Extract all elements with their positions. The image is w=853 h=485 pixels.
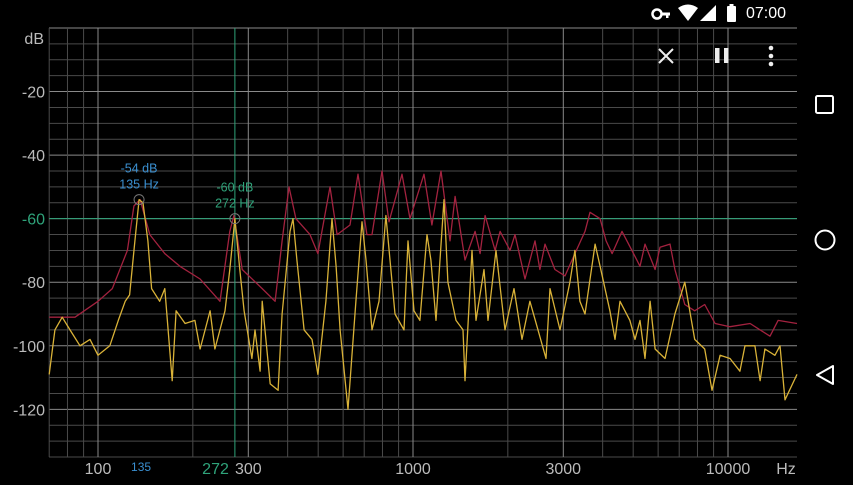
y-tick-label: -120 [13, 402, 45, 419]
navigation-bar [800, 28, 853, 480]
marker-layer: -54 dB 135 Hz 135 -60 dB 272 Hz 272 [119, 162, 254, 478]
series-line-peak-hold [49, 170, 798, 337]
y-axis-unit: dB [24, 31, 44, 48]
y-tick-label: -20 [22, 85, 45, 102]
pause-icon [715, 48, 729, 63]
cursor-freq-label: 272 Hz [215, 197, 255, 211]
clock: 07:00 [746, 5, 787, 22]
x-tick-label: 3000 [545, 461, 581, 478]
cursor-db-label: -60 dB [216, 181, 253, 195]
cursor-axis-label: 272 [202, 461, 229, 478]
y-tick-label: -40 [22, 148, 45, 165]
cellular-signal-icon [700, 5, 716, 21]
axis-labels: dB -20 -40 -60 -80 -100 -120 100 300 1000 3000 1000… [13, 31, 796, 478]
grid [48, 27, 797, 458]
peak-marker-freq: 135 Hz [119, 178, 159, 192]
x-tick-label: 1000 [395, 461, 431, 478]
status-bar: 07:00 [0, 0, 853, 28]
y-tick-label: -80 [22, 275, 45, 292]
cursor-marker-circle [229, 213, 241, 225]
recents-square-icon[interactable] [815, 95, 834, 114]
home-circle-icon[interactable] [814, 229, 836, 251]
more-options-button[interactable] [757, 42, 785, 70]
close-icon [658, 48, 674, 64]
peak-marker-axis-label: 135 [131, 460, 151, 474]
battery-icon [727, 4, 736, 22]
wifi-icon [678, 4, 698, 21]
peak-marker-circle [133, 194, 145, 206]
x-tick-label: 10000 [706, 461, 751, 478]
series-line-live [48, 198, 798, 410]
spectrum-chart[interactable]: -54 dB 135 Hz 135 -60 dB 272 Hz 272 dB -20 -40 -… [0, 0, 800, 480]
y-tick-label: -60 [22, 212, 45, 229]
more-vert-icon [768, 45, 774, 67]
series-layer [48, 170, 798, 410]
close-button[interactable] [652, 42, 680, 70]
x-tick-label: 100 [85, 461, 112, 478]
vpn-key-icon [651, 8, 670, 20]
x-tick-label: 300 [235, 461, 262, 478]
peak-marker-db: -54 dB [121, 162, 158, 176]
y-tick-label: -100 [13, 339, 45, 356]
x-axis-unit: Hz [776, 461, 796, 478]
pause-button[interactable] [708, 42, 736, 70]
back-triangle-icon[interactable] [816, 365, 834, 385]
